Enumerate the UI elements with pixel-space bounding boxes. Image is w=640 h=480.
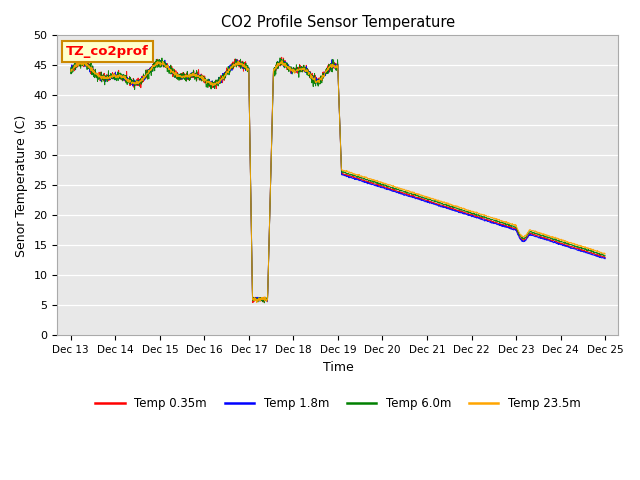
Y-axis label: Senor Temperature (C): Senor Temperature (C) [15,114,28,256]
Text: TZ_co2prof: TZ_co2prof [66,45,148,58]
Legend: Temp 0.35m, Temp 1.8m, Temp 6.0m, Temp 23.5m: Temp 0.35m, Temp 1.8m, Temp 6.0m, Temp 2… [91,392,585,415]
X-axis label: Time: Time [323,360,353,374]
Title: CO2 Profile Sensor Temperature: CO2 Profile Sensor Temperature [221,15,455,30]
